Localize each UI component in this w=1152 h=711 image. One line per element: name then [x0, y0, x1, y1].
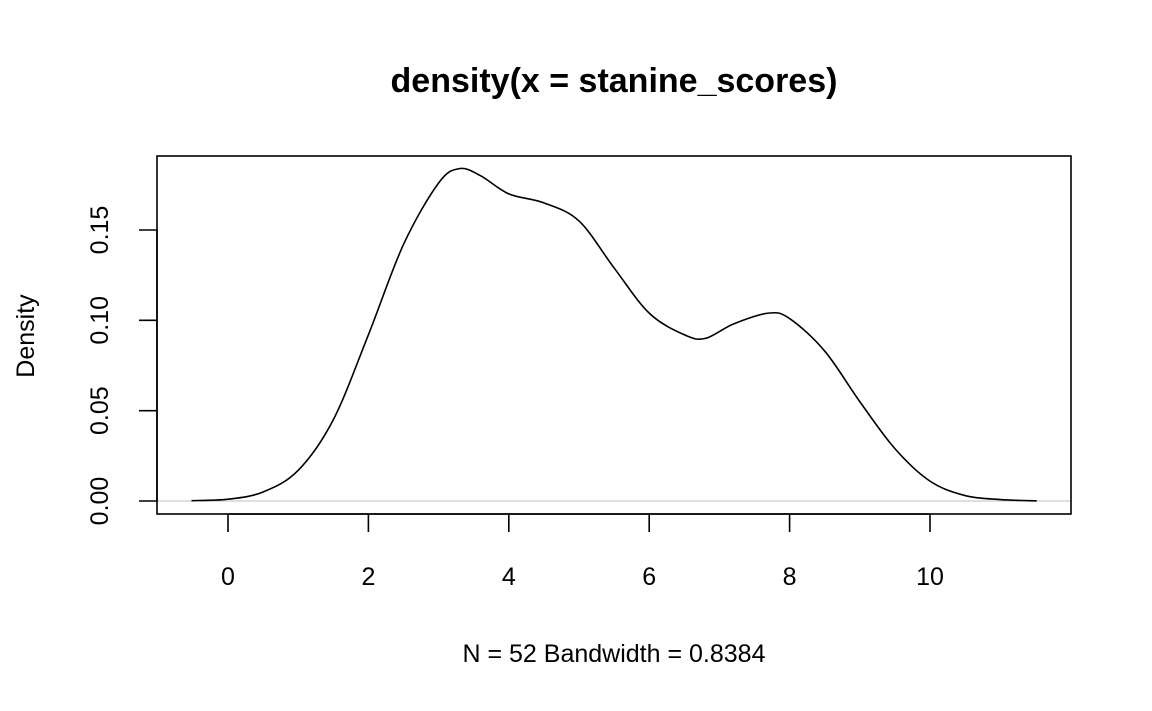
plot-frame [156, 155, 1072, 515]
x-axis-label: N = 52 Bandwidth = 0.8384 [462, 640, 765, 668]
x-axis: 0 2 4 6 8 10 [221, 513, 944, 591]
y-axis: 0.00 0.05 0.10 0.15 [86, 206, 158, 526]
x-tick-label: 10 [916, 563, 944, 591]
y-tick-label: 0.00 [86, 477, 114, 526]
y-tick-label: 0.10 [86, 296, 114, 345]
x-tick-label: 6 [642, 563, 656, 591]
y-tick-label: 0.15 [86, 206, 114, 255]
x-tick-label: 2 [361, 563, 375, 591]
x-tick-label: 4 [502, 563, 516, 591]
chart-title: density(x = stanine_scores) [391, 62, 838, 100]
plot-area [156, 155, 1072, 515]
density-curve [191, 167, 1037, 502]
x-tick-label: 8 [783, 563, 797, 591]
y-tick-label: 0.05 [86, 386, 114, 435]
x-tick-label: 0 [221, 563, 235, 591]
y-axis-label: Density [12, 294, 40, 378]
